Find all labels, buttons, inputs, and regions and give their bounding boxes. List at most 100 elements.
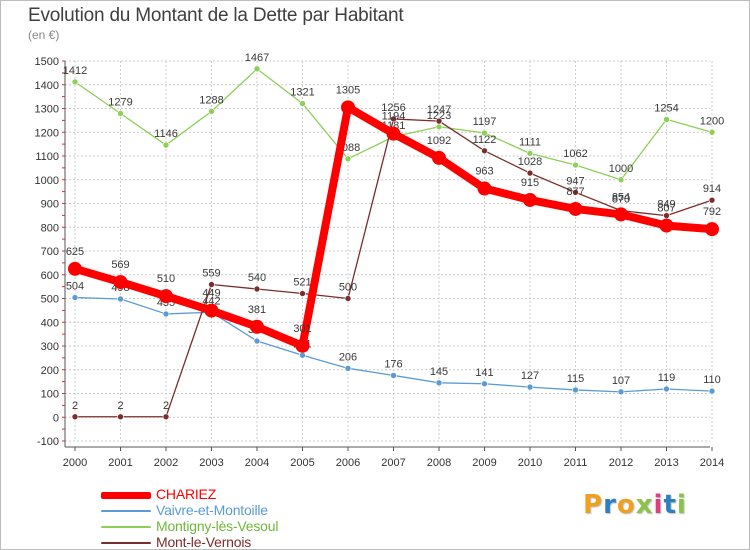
logo-letter: x [635,490,654,520]
proxiti-logo: Proxiti [583,490,687,520]
data-label-montigny-les-vesoul: 1062 [563,148,587,160]
data-label-chariez: 1305 [336,84,360,96]
data-label-mont-le-vernois: 2 [117,400,123,412]
data-label-montigny-les-vesoul: 1288 [199,94,223,106]
legend-swatch [101,542,151,544]
data-point-montigny-les-vesoul [481,129,488,137]
x-tick-label: 2005 [290,457,314,469]
data-point-montigny-les-vesoul [708,128,716,136]
legend-swatch [101,526,151,528]
data-point-chariez [250,319,264,334]
data-point-mont-le-vernois [253,285,261,293]
data-point-vaivre-et-montoille [71,294,79,301]
logo-letter: P [583,490,604,520]
data-point-montigny-les-vesoul [344,155,352,163]
data-point-vaivre-et-montoille [617,388,625,396]
data-label-vaivre-et-montoille: 504 [66,281,84,293]
y-tick-label: 100 [41,389,59,401]
x-tick-label: 2014 [700,457,724,469]
data-point-chariez [204,303,219,318]
y-tick-label: 600 [41,270,59,282]
data-label-mont-le-vernois: 559 [202,267,220,279]
data-point-montigny-les-vesoul [435,123,443,131]
data-label-vaivre-et-montoille: 115 [567,373,585,385]
data-point-chariez [705,222,719,237]
legend-item-montigny-les-vesoul: Montigny-lès-Vesoul [101,518,361,535]
data-point-mont-le-vernois [344,295,352,302]
data-point-vaivre-et-montoille [117,295,124,303]
data-point-montigny-les-vesoul [617,176,625,184]
data-label-montigny-les-vesoul: 1197 [473,116,497,128]
logo-letter: i [676,490,687,520]
data-label-mont-le-vernois: 500 [339,282,357,294]
data-point-montigny-les-vesoul [526,150,534,157]
data-point-montigny-les-vesoul [299,100,306,107]
data-point-mont-le-vernois [71,413,79,421]
data-point-montigny-les-vesoul [253,65,261,73]
y-tick-label: 500 [41,294,59,306]
data-point-vaivre-et-montoille [708,387,716,395]
x-tick-label: 2008 [427,457,451,469]
data-label-mont-le-vernois: 1028 [518,156,542,168]
data-label-vaivre-et-montoille: 119 [658,372,676,384]
data-label-mont-le-vernois: 540 [248,272,266,284]
data-point-chariez [341,100,355,115]
data-point-vaivre-et-montoille [435,379,443,387]
data-point-vaivre-et-montoille [663,385,670,393]
data-point-montigny-les-vesoul [663,116,670,123]
x-tick-label: 2010 [518,457,542,469]
data-label-vaivre-et-montoille: 110 [703,374,721,386]
data-point-vaivre-et-montoille [572,386,579,394]
data-point-vaivre-et-montoille [344,365,352,372]
x-tick-label: 2009 [472,457,496,469]
data-label-montigny-les-vesoul: 1146 [154,128,178,140]
data-label-montigny-les-vesoul: 1412 [63,65,87,77]
data-label-mont-le-vernois: 2 [163,400,169,412]
data-point-mont-le-vernois [162,413,170,421]
data-point-montigny-les-vesoul [162,141,170,149]
x-tick-label: 2011 [564,457,588,469]
data-label-mont-le-vernois: 1256 [381,102,405,114]
legend: CHARIEZ Vaivre-et-Montoille Montigny-lès… [101,486,361,549]
y-tick-label: 800 [41,222,59,234]
data-label-mont-le-vernois: 1122 [473,134,497,146]
data-label-vaivre-et-montoille: 206 [339,351,357,363]
data-label-chariez: 449 [202,288,220,300]
data-label-vaivre-et-montoille: 145 [430,366,448,378]
data-point-vaivre-et-montoille [162,310,170,318]
data-label-chariez: 792 [703,206,721,218]
x-tick-label: 2012 [609,457,633,469]
logo-letter: o [616,490,636,520]
data-label-mont-le-vernois: 870 [612,194,630,206]
data-point-montigny-les-vesoul [572,161,579,169]
data-label-montigny-les-vesoul: 1200 [700,115,724,127]
data-point-vaivre-et-montoille [253,337,261,345]
legend-item-mont-le-vernois: Mont-le-Vernois [101,534,361,549]
data-point-chariez [432,150,446,165]
data-label-mont-le-vernois: 1247 [427,104,451,116]
data-label-montigny-les-vesoul: 1467 [245,52,269,64]
data-point-vaivre-et-montoille [481,380,488,388]
data-label-chariez: 510 [157,273,175,285]
data-label-mont-le-vernois: 849 [657,199,675,211]
data-point-montigny-les-vesoul [117,110,124,117]
data-point-mont-le-vernois [526,169,534,177]
data-label-chariez: 301 [293,323,311,335]
y-tick-label: 1500 [35,56,59,68]
data-point-chariez [614,207,628,222]
x-tick-label: 2000 [63,457,87,469]
data-label-montigny-les-vesoul: 1279 [108,96,132,108]
data-point-mont-le-vernois [390,115,397,123]
y-tick-label: 1100 [35,151,59,163]
data-point-vaivre-et-montoille [526,383,534,391]
data-label-montigny-les-vesoul: 1111 [519,136,541,148]
logo-letter: r [603,490,617,520]
legend-item-chariez: CHARIEZ [101,486,361,503]
data-label-chariez: 1092 [427,135,451,147]
data-label-vaivre-et-montoille: 107 [612,375,630,387]
data-label-mont-le-vernois: 521 [293,277,311,289]
data-point-vaivre-et-montoille [390,372,397,379]
data-point-mont-le-vernois [208,281,215,288]
data-label-montigny-les-vesoul: 1254 [654,102,678,114]
